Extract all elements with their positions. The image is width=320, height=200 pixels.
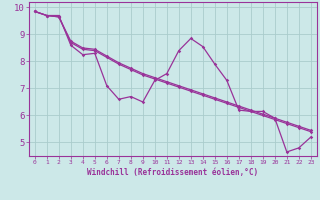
X-axis label: Windchill (Refroidissement éolien,°C): Windchill (Refroidissement éolien,°C) [87, 168, 258, 177]
